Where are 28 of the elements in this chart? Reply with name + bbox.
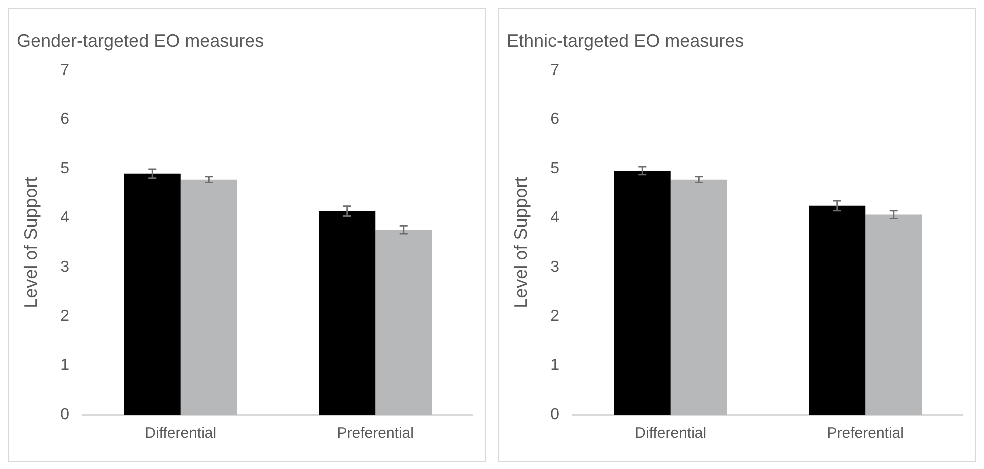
y-tick-label: 7 bbox=[550, 62, 560, 80]
x-tick-label: Preferential bbox=[337, 425, 414, 442]
bar bbox=[614, 170, 671, 415]
x-tick-label: Differential bbox=[635, 425, 707, 442]
y-tick-label: 5 bbox=[550, 160, 560, 178]
y-tick-label: 3 bbox=[550, 258, 560, 276]
y-tick-label: 1 bbox=[550, 357, 560, 374]
y-axis-title: Level of Support bbox=[20, 177, 41, 308]
y-tick-label: 0 bbox=[60, 406, 70, 424]
y-tick-label: 6 bbox=[60, 111, 70, 128]
bar bbox=[670, 180, 728, 415]
bar bbox=[809, 206, 866, 415]
chart-title: Ethnic-targeted EO measures bbox=[507, 30, 744, 51]
y-tick-label: 2 bbox=[550, 308, 560, 326]
y-tick-label: 1 bbox=[60, 357, 70, 374]
chart-title: Gender-targeted EO measures bbox=[17, 30, 264, 51]
y-tick-label: 3 bbox=[60, 258, 70, 276]
y-tick-label: 4 bbox=[550, 210, 560, 227]
y-tick-label: 0 bbox=[550, 406, 560, 424]
y-tick-label: 5 bbox=[60, 160, 70, 178]
y-tick-label: 7 bbox=[60, 62, 70, 80]
y-tick-label: 6 bbox=[550, 111, 560, 128]
bar bbox=[866, 214, 922, 415]
y-tick-label: 4 bbox=[60, 210, 70, 227]
x-tick-label: Differential bbox=[145, 425, 217, 442]
y-axis-title: Level of Support bbox=[510, 177, 531, 308]
x-tick-label: Preferential bbox=[827, 425, 904, 442]
y-tick-label: 2 bbox=[60, 308, 70, 326]
